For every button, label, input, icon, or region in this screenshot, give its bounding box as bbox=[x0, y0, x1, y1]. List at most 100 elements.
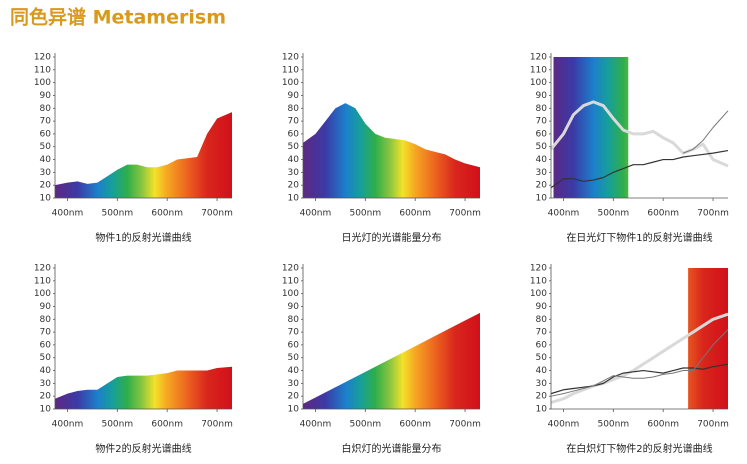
y-tick-label: 10 bbox=[536, 194, 548, 204]
y-tick-label: 60 bbox=[288, 340, 300, 350]
chart-caption: 物件2的反射光谱曲线 bbox=[95, 442, 191, 455]
x-tick-label: 700nm bbox=[449, 209, 481, 219]
y-tick-label: 70 bbox=[288, 117, 300, 127]
y-tick-label: 100 bbox=[530, 289, 547, 299]
y-tick-label: 110 bbox=[530, 65, 547, 75]
y-tick-label: 40 bbox=[536, 366, 548, 376]
y-tick-label: 40 bbox=[40, 155, 52, 165]
y-tick-label: 60 bbox=[40, 129, 52, 139]
series-line bbox=[682, 110, 729, 154]
y-tick-label: 120 bbox=[34, 53, 51, 63]
y-tick-label: 80 bbox=[536, 104, 548, 114]
y-tick-label: 40 bbox=[40, 366, 52, 376]
y-tick-label: 110 bbox=[530, 276, 547, 286]
y-tick-label: 90 bbox=[288, 302, 300, 312]
y-tick-label: 120 bbox=[282, 264, 299, 274]
y-tick-label: 20 bbox=[536, 392, 548, 402]
y-tick-label: 90 bbox=[536, 91, 548, 101]
chart-caption: 白炽灯的光谱能量分布 bbox=[342, 442, 442, 455]
y-tick-label: 100 bbox=[530, 78, 547, 88]
y-tick-label: 120 bbox=[530, 53, 547, 63]
y-tick-label: 50 bbox=[288, 353, 300, 363]
chart: 10 20 30 40 50 60 70 80 90 100 110 120 400nm 500nm 600… bbox=[530, 264, 729, 456]
x-tick-label: 700nm bbox=[697, 420, 729, 430]
x-tick-label: 700nm bbox=[201, 420, 233, 430]
y-tick-label: 110 bbox=[34, 65, 51, 75]
y-tick-label: 120 bbox=[530, 264, 547, 274]
chart: 10 20 30 40 50 60 70 80 90 100 110 120 400nm 500nm 600… bbox=[282, 53, 481, 245]
y-tick-label: 10 bbox=[288, 405, 300, 415]
chart: 10 20 30 40 50 60 70 80 90 100 110 120 400nm 500nm 600… bbox=[530, 53, 729, 245]
y-tick-label: 70 bbox=[40, 117, 52, 127]
y-tick-label: 30 bbox=[288, 168, 300, 178]
y-tick-label: 70 bbox=[40, 328, 52, 338]
y-tick-label: 80 bbox=[288, 315, 300, 325]
y-tick-label: 120 bbox=[282, 53, 299, 63]
chart: 10 20 30 40 50 60 70 80 90 100 110 120 400nm 500nm 600… bbox=[34, 264, 233, 456]
x-tick-label: 600nm bbox=[647, 420, 679, 430]
y-tick-label: 100 bbox=[282, 78, 299, 88]
series-line bbox=[550, 312, 729, 405]
y-tick-label: 50 bbox=[40, 142, 52, 152]
y-tick-label: 50 bbox=[536, 142, 548, 152]
x-tick-label: 500nm bbox=[101, 420, 133, 430]
y-tick-label: 10 bbox=[40, 405, 52, 415]
x-tick-label: 600nm bbox=[647, 209, 679, 219]
chart-caption: 物件1的反射光谱曲线 bbox=[95, 231, 191, 244]
series-line bbox=[550, 149, 729, 189]
x-tick-label: 600nm bbox=[151, 420, 183, 430]
x-tick-label: 500nm bbox=[101, 209, 133, 219]
y-tick-label: 90 bbox=[288, 91, 300, 101]
y-tick-label: 80 bbox=[40, 315, 52, 325]
y-tick-label: 20 bbox=[40, 392, 52, 402]
y-tick-label: 90 bbox=[536, 302, 548, 312]
y-tick-label: 40 bbox=[288, 155, 300, 165]
chart-caption: 在白炽灯下物件2的反射光谱曲线 bbox=[566, 442, 712, 455]
y-tick-label: 20 bbox=[288, 392, 300, 402]
y-tick-label: 120 bbox=[34, 264, 51, 274]
y-tick-label: 20 bbox=[40, 181, 52, 191]
x-tick-label: 400nm bbox=[548, 420, 580, 430]
y-tick-label: 70 bbox=[536, 117, 548, 127]
page-title: 同色异谱 Metamerism bbox=[10, 6, 226, 29]
y-tick-label: 100 bbox=[34, 78, 51, 88]
y-tick-label: 60 bbox=[536, 129, 548, 139]
y-tick-label: 90 bbox=[40, 302, 52, 312]
y-tick-label: 80 bbox=[40, 104, 52, 114]
y-tick-label: 70 bbox=[536, 328, 548, 338]
chart-caption: 日光灯的光谱能量分布 bbox=[342, 231, 442, 244]
y-tick-label: 10 bbox=[40, 194, 52, 204]
spectrum-area bbox=[55, 366, 232, 409]
y-tick-label: 110 bbox=[282, 65, 299, 75]
y-tick-label: 90 bbox=[40, 91, 52, 101]
y-tick-label: 60 bbox=[40, 340, 52, 350]
x-tick-label: 400nm bbox=[548, 209, 580, 219]
x-tick-label: 400nm bbox=[300, 209, 332, 219]
y-tick-label: 70 bbox=[288, 328, 300, 338]
y-tick-label: 110 bbox=[34, 276, 51, 286]
y-tick-label: 10 bbox=[288, 194, 300, 204]
x-tick-label: 700nm bbox=[697, 209, 729, 219]
x-tick-label: 400nm bbox=[52, 420, 84, 430]
y-tick-label: 110 bbox=[282, 276, 299, 286]
y-tick-label: 30 bbox=[288, 379, 300, 389]
y-tick-label: 50 bbox=[536, 353, 548, 363]
chart: 10 20 30 40 50 60 70 80 90 100 110 120 400nm 500nm 600… bbox=[282, 264, 481, 456]
y-tick-label: 100 bbox=[34, 289, 51, 299]
y-tick-label: 100 bbox=[282, 289, 299, 299]
x-tick-label: 600nm bbox=[399, 209, 431, 219]
x-tick-label: 500nm bbox=[349, 209, 381, 219]
y-tick-label: 40 bbox=[288, 366, 300, 376]
spectrum-area bbox=[303, 312, 480, 409]
y-tick-label: 60 bbox=[536, 340, 548, 350]
x-tick-label: 700nm bbox=[201, 209, 233, 219]
chart-caption: 在日光灯下物件1的反射光谱曲线 bbox=[566, 231, 712, 244]
y-tick-label: 20 bbox=[288, 181, 300, 191]
x-tick-label: 500nm bbox=[349, 420, 381, 430]
chart: 10 20 30 40 50 60 70 80 90 100 110 120 400nm 500nm 600… bbox=[34, 53, 233, 245]
x-tick-label: 400nm bbox=[300, 420, 332, 430]
x-tick-label: 400nm bbox=[52, 209, 84, 219]
x-tick-label: 700nm bbox=[449, 420, 481, 430]
y-tick-label: 50 bbox=[288, 142, 300, 152]
